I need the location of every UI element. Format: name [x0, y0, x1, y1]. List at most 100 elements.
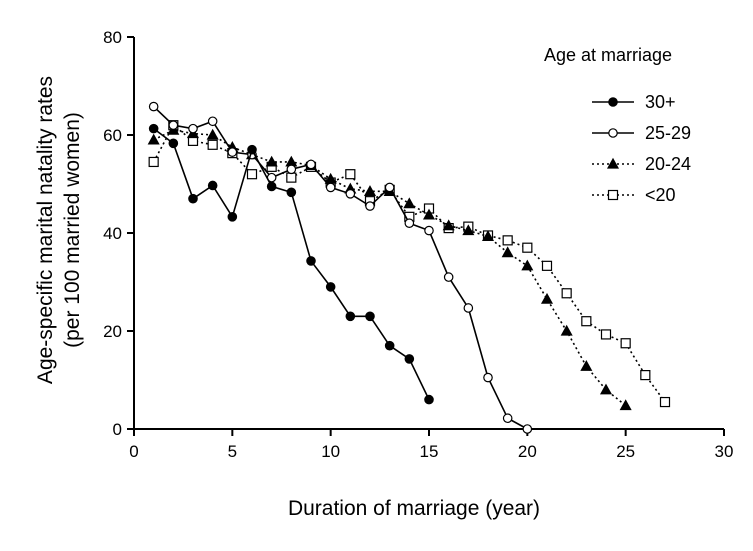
legend: Age at marriage 30+ 25-29 20-24 <20	[544, 45, 691, 205]
data-point	[286, 187, 297, 198]
data-point	[599, 383, 613, 395]
legend-marker	[607, 189, 619, 201]
data-point	[522, 242, 533, 253]
data-point	[365, 201, 375, 211]
x-axis-title: Duration of marriage (year)	[288, 497, 540, 520]
data-point	[384, 340, 395, 351]
data-point	[502, 235, 513, 246]
data-point	[365, 311, 375, 322]
data-point	[521, 259, 534, 271]
data-point	[148, 123, 159, 134]
data-point	[168, 138, 179, 149]
data-point	[463, 303, 474, 313]
series-line	[153, 129, 627, 407]
data-point	[424, 225, 434, 236]
data-point	[286, 172, 297, 183]
series-2	[148, 101, 533, 434]
series-line	[153, 105, 528, 430]
legend-item: 20-24	[592, 154, 691, 174]
data-point	[620, 338, 631, 349]
data-point	[443, 272, 454, 282]
y-axis-title-line-1: Age-specific marital natality rates	[34, 76, 57, 384]
x-tick-label: 30	[715, 442, 734, 461]
data-point	[345, 169, 356, 180]
data-point	[148, 156, 159, 168]
data-point	[422, 208, 436, 220]
data-point	[659, 396, 671, 408]
legend-label: 25-29	[645, 123, 691, 143]
legend-item: <20	[592, 185, 676, 205]
data-point	[148, 101, 159, 112]
legend-title: Age at marriage	[544, 45, 672, 65]
data-point	[560, 324, 573, 336]
data-point	[619, 399, 632, 411]
data-point	[325, 282, 336, 292]
data-point	[581, 316, 592, 327]
data-point	[462, 224, 475, 236]
y-tick-label: 60	[103, 126, 122, 145]
data-point	[404, 354, 415, 364]
data-point	[483, 372, 493, 383]
data-point	[246, 169, 258, 180]
x-tick-label: 15	[420, 442, 439, 461]
data-point	[147, 133, 160, 145]
data-point	[600, 329, 612, 340]
legend-label: 20-24	[645, 154, 691, 174]
data-point	[227, 212, 238, 222]
legend-label: 30+	[645, 92, 676, 112]
y-axis-title-line-2: (per 100 married women)	[61, 112, 84, 348]
x-tick-label: 25	[616, 442, 635, 461]
data-point	[247, 144, 257, 155]
data-point	[345, 189, 356, 199]
legend-item: 30+	[592, 92, 676, 112]
data-point	[306, 159, 316, 170]
data-point	[188, 123, 198, 134]
legend-marker	[608, 97, 618, 107]
data-point	[384, 182, 395, 193]
data-point	[266, 181, 277, 192]
x-tick-label: 20	[518, 442, 537, 461]
legend-label: <20	[645, 185, 676, 205]
data-point	[168, 120, 179, 130]
data-point	[306, 256, 316, 266]
data-point	[481, 230, 495, 242]
data-point	[640, 370, 651, 381]
x-tick-label: 5	[228, 442, 237, 461]
y-tick-label: 40	[103, 224, 122, 243]
data-point	[188, 193, 198, 204]
data-point	[580, 360, 593, 371]
x-tick-label: 10	[321, 442, 340, 461]
data-point	[363, 185, 377, 196]
legend-item: 25-29	[592, 123, 691, 143]
data-point	[403, 197, 416, 209]
series-layer	[147, 101, 671, 434]
data-point	[265, 155, 278, 167]
data-point	[404, 218, 415, 228]
data-point	[522, 424, 533, 434]
y-tick-label: 0	[113, 420, 122, 439]
data-point	[561, 288, 572, 299]
data-point	[206, 128, 219, 140]
data-point	[286, 164, 297, 175]
axes: 0 5 10 15 20 25 30 0 20 40 60 80	[103, 28, 733, 461]
data-point	[345, 311, 356, 322]
y-tick-label: 80	[103, 28, 122, 47]
data-point	[227, 147, 238, 157]
data-point	[424, 394, 434, 405]
x-tick-label: 0	[129, 442, 138, 461]
data-point	[540, 292, 554, 304]
data-point	[541, 260, 553, 271]
data-point	[207, 180, 218, 191]
data-point	[207, 139, 218, 150]
series-1	[148, 123, 434, 405]
data-point	[207, 116, 218, 127]
legend-marker	[606, 157, 620, 169]
legend-marker	[608, 128, 618, 138]
data-point	[325, 182, 336, 193]
data-point	[502, 413, 513, 424]
series-3	[147, 123, 632, 411]
y-tick-label: 20	[103, 322, 122, 341]
data-point	[442, 219, 455, 231]
data-point	[501, 246, 514, 258]
